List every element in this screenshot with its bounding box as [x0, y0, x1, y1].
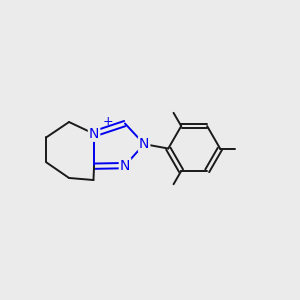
Text: N: N: [89, 127, 99, 141]
Text: N: N: [139, 137, 149, 151]
Text: +: +: [103, 115, 113, 128]
Text: N: N: [120, 159, 130, 172]
